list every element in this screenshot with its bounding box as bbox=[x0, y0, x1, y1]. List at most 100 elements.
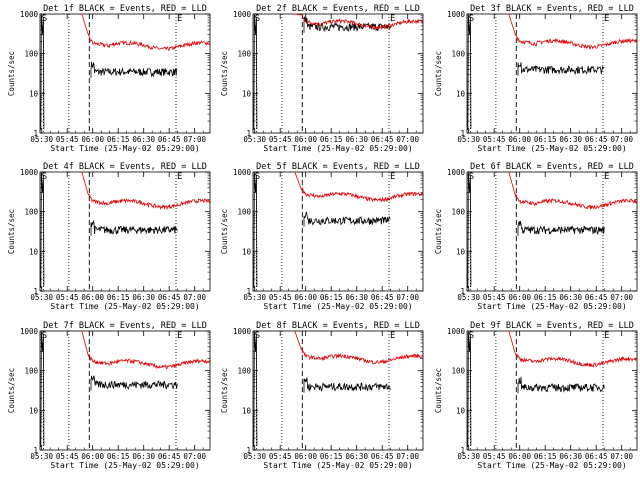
x-axis-label: Start Time (25-May-02 05:29:00) bbox=[50, 144, 199, 153]
y-tick-label: 1 bbox=[33, 287, 38, 296]
start-spike bbox=[467, 173, 472, 288]
start-marker-label: S bbox=[42, 172, 47, 182]
plot-frame bbox=[466, 13, 638, 134]
y-tick-label: 100 bbox=[451, 208, 465, 217]
plot-frame bbox=[39, 330, 211, 451]
start-marker-label: S bbox=[255, 331, 260, 341]
plot-frame bbox=[39, 13, 211, 134]
x-tick-label: 05:30 bbox=[457, 452, 480, 461]
panel-title: Det 9f BLACK = Events, RED = LLD bbox=[470, 321, 634, 331]
y-tick-label: 1 bbox=[246, 287, 251, 296]
x-axis-label: Start Time (25-May-02 05:29:00) bbox=[477, 144, 626, 153]
y-tick-label: 1 bbox=[246, 446, 251, 455]
x-tick-label: 06:15 bbox=[534, 452, 557, 461]
x-tick-label: 07:00 bbox=[183, 452, 206, 461]
x-tick-label: 05:45 bbox=[56, 293, 79, 302]
y-tick-label: 1 bbox=[460, 446, 465, 455]
y-tick-label: 100 bbox=[237, 50, 251, 59]
x-tick-label: 05:30 bbox=[30, 135, 53, 144]
x-tick-label: 05:45 bbox=[56, 452, 79, 461]
x-tick-label: 06:30 bbox=[132, 135, 155, 144]
y-tick-label: 1000 bbox=[20, 10, 39, 19]
x-tick-label: 05:45 bbox=[483, 452, 506, 461]
x-tick-label: 06:15 bbox=[534, 135, 557, 144]
panel-det-7: Det 7f BLACK = Events, RED = LLD 1 10 100 10… bbox=[7, 321, 211, 470]
series-lld-red bbox=[507, 13, 638, 50]
x-tick-label: 06:45 bbox=[371, 135, 394, 144]
end-marker-label: E bbox=[604, 14, 609, 24]
panel-title: Det 6f BLACK = Events, RED = LLD bbox=[470, 162, 634, 172]
x-tick-label: 07:00 bbox=[610, 293, 633, 302]
x-tick-label: 06:45 bbox=[371, 452, 394, 461]
x-tick-label: 06:30 bbox=[132, 452, 155, 461]
y-tick-label: 1000 bbox=[233, 10, 252, 19]
x-tick-label: 05:30 bbox=[243, 452, 266, 461]
start-marker-label: S bbox=[255, 172, 260, 182]
panel-title: Det 1f BLACK = Events, RED = LLD bbox=[43, 4, 207, 14]
x-tick-label: 05:30 bbox=[457, 135, 480, 144]
y-tick-label: 1000 bbox=[20, 168, 39, 177]
x-tick-label: 07:00 bbox=[183, 293, 206, 302]
x-tick-label: 06:30 bbox=[132, 293, 155, 302]
x-tick-label: 06:00 bbox=[81, 452, 104, 461]
x-tick-label: 06:00 bbox=[81, 135, 104, 144]
series-events-black bbox=[517, 62, 605, 76]
x-tick-label: 06:15 bbox=[534, 293, 557, 302]
y-tick-label: 10 bbox=[456, 406, 466, 415]
x-tick-label: 06:45 bbox=[158, 135, 181, 144]
y-axis-label: Counts/sec bbox=[220, 368, 229, 413]
series-events-black bbox=[517, 220, 605, 236]
y-tick-label: 1000 bbox=[233, 168, 252, 177]
x-tick-label: 07:00 bbox=[396, 452, 419, 461]
x-tick-label: 06:00 bbox=[294, 452, 317, 461]
y-axis-label: Counts/sec bbox=[7, 51, 16, 96]
end-marker-label: E bbox=[390, 172, 395, 182]
x-tick-label: 06:30 bbox=[345, 293, 368, 302]
plot-frame bbox=[466, 171, 638, 292]
x-tick-label: 06:30 bbox=[345, 135, 368, 144]
end-marker-label: E bbox=[177, 14, 182, 24]
y-tick-label: 10 bbox=[29, 406, 39, 415]
y-tick-label: 1000 bbox=[447, 168, 466, 177]
x-axis-label: Start Time (25-May-02 05:29:00) bbox=[263, 461, 412, 470]
x-tick-label: 07:00 bbox=[610, 135, 633, 144]
end-marker-label: E bbox=[390, 331, 395, 341]
x-tick-label: 07:00 bbox=[610, 452, 633, 461]
x-tick-label: 05:45 bbox=[483, 135, 506, 144]
y-tick-label: 100 bbox=[24, 208, 38, 217]
x-axis-label: Start Time (25-May-02 05:29:00) bbox=[50, 302, 199, 311]
x-tick-label: 05:30 bbox=[30, 452, 53, 461]
x-tick-label: 05:45 bbox=[483, 293, 506, 302]
plot-frame bbox=[39, 171, 211, 292]
series-events-black bbox=[303, 15, 391, 33]
series-lld-red bbox=[80, 13, 211, 52]
panel-det-5: Det 5f BLACK = Events, RED = LLD 1 10 100 10… bbox=[220, 162, 424, 311]
series-events-black bbox=[90, 61, 178, 78]
panel-det-6: Det 6f BLACK = Events, RED = LLD 1 10 100 10… bbox=[434, 162, 638, 311]
y-tick-label: 100 bbox=[237, 367, 251, 376]
x-tick-label: 06:00 bbox=[81, 293, 104, 302]
x-tick-label: 06:30 bbox=[345, 452, 368, 461]
series-events-black bbox=[90, 219, 178, 236]
y-axis-label: Counts/sec bbox=[434, 368, 443, 413]
series-events-black bbox=[517, 376, 605, 394]
start-spike bbox=[253, 15, 258, 130]
y-tick-label: 100 bbox=[451, 50, 465, 59]
start-spike bbox=[467, 15, 472, 130]
y-tick-label: 10 bbox=[456, 89, 466, 98]
panel-title: Det 2f BLACK = Events, RED = LLD bbox=[256, 4, 420, 14]
start-spike bbox=[40, 173, 45, 288]
x-tick-label: 06:00 bbox=[508, 452, 531, 461]
series-events-black bbox=[90, 375, 178, 391]
x-tick-label: 05:45 bbox=[56, 135, 79, 144]
x-tick-label: 06:00 bbox=[294, 135, 317, 144]
y-axis-label: Counts/sec bbox=[434, 209, 443, 254]
x-tick-label: 07:00 bbox=[396, 135, 419, 144]
series-events-black bbox=[303, 211, 391, 227]
x-axis-label: Start Time (25-May-02 05:29:00) bbox=[263, 302, 412, 311]
start-marker-label: S bbox=[42, 14, 47, 24]
x-axis-label: Start Time (25-May-02 05:29:00) bbox=[477, 302, 626, 311]
y-tick-label: 100 bbox=[24, 50, 38, 59]
x-tick-label: 06:15 bbox=[107, 135, 130, 144]
panel-det-8: Det 8f BLACK = Events, RED = LLD 1 10 100 10… bbox=[220, 321, 424, 470]
